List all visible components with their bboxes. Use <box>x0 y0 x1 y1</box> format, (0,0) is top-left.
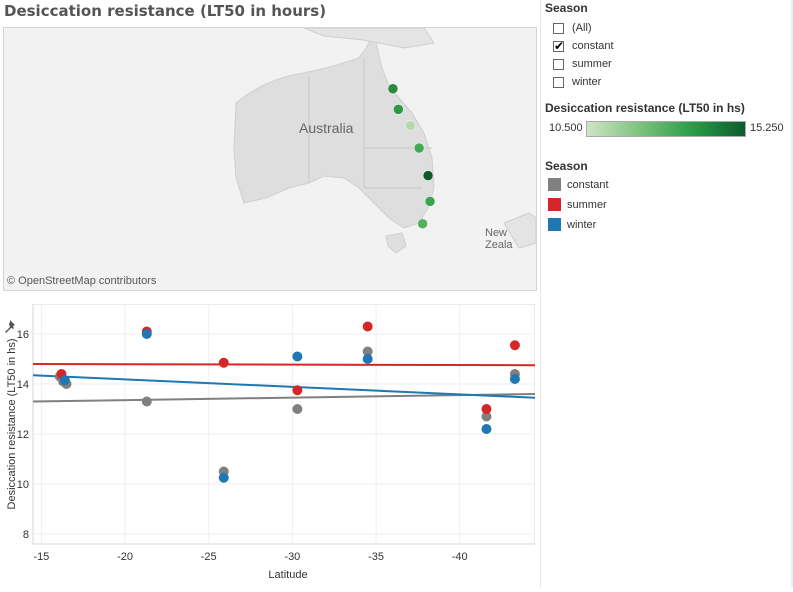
season-filter-title: Season <box>545 1 588 15</box>
side-panel: Season (All) ✔ constant summer winter Des… <box>540 0 793 587</box>
australia-landmass <box>233 31 435 229</box>
color-legend-max: 15.250 <box>750 122 784 134</box>
data-point-summer[interactable] <box>509 340 520 351</box>
map-point[interactable] <box>404 120 416 131</box>
x-axis-label: Latitude <box>268 569 307 581</box>
checkbox-winter[interactable] <box>553 76 564 88</box>
legend-swatch-summer <box>548 198 561 211</box>
x-tick-label: -40 <box>452 551 468 563</box>
new-guinea-landmass <box>303 28 435 49</box>
map-point[interactable] <box>422 170 434 181</box>
trend-line-summer[interactable] <box>32 363 536 367</box>
map-point[interactable] <box>387 83 399 94</box>
data-point-constant[interactable] <box>481 411 492 422</box>
map-point[interactable] <box>424 196 436 207</box>
checkbox-summer[interactable] <box>553 58 564 70</box>
y-tick-label: 12 <box>17 429 29 441</box>
map-point[interactable] <box>413 142 425 154</box>
checkbox-all[interactable] <box>553 22 564 34</box>
data-point-constant[interactable] <box>292 404 303 414</box>
dashboard-title: Desiccation resistance (LT50 in hours) <box>4 2 327 20</box>
scatter-plot[interactable]: -15 -20 -25 -30 -35 -40 8 10 12 14 16 Latitude De… <box>3 303 536 587</box>
x-tick-label: -20 <box>117 551 133 563</box>
color-legend-min: 10.500 <box>549 122 583 134</box>
pin-icon[interactable] <box>5 320 15 333</box>
y-tick-label: 14 <box>17 379 29 391</box>
data-point-summer[interactable] <box>481 404 492 414</box>
y-tick-label: 10 <box>17 479 29 491</box>
season-legend-title: Season <box>545 159 588 173</box>
scatter-view[interactable]: -15 -20 -25 -30 -35 -40 8 10 12 14 16 Latitude De… <box>3 303 536 587</box>
data-point-constant[interactable] <box>362 346 373 357</box>
data-point-winter[interactable] <box>362 354 373 364</box>
map-point[interactable] <box>417 218 428 230</box>
data-point-winter[interactable] <box>141 329 152 339</box>
data-point-summer[interactable] <box>218 357 229 368</box>
x-tick-label: -15 <box>33 551 49 563</box>
trend-line-constant[interactable] <box>32 393 536 403</box>
data-point-winter[interactable] <box>292 351 303 362</box>
tasmania-landmass <box>385 232 407 254</box>
x-tick-label: -35 <box>368 551 384 563</box>
data-point-summer[interactable] <box>292 385 303 396</box>
nz-label: New Zeala <box>485 227 513 251</box>
map-points[interactable] <box>387 83 436 230</box>
legend-item-summer[interactable]: summer <box>548 198 607 211</box>
map-view[interactable]: Australia New Zeala © OpenStreetMap cont… <box>3 27 537 291</box>
y-axis-label: Desiccation resistance (LT50 in hs) <box>6 339 18 510</box>
check-icon: ✔ <box>554 38 565 53</box>
color-legend-title: Desiccation resistance (LT50 in hs) <box>545 101 745 115</box>
data-point-winter[interactable] <box>481 424 492 434</box>
data-point-constant[interactable] <box>141 396 152 407</box>
color-gradient-bar <box>586 121 746 137</box>
y-tick-label: 16 <box>17 329 29 341</box>
legend-swatch-winter <box>548 218 561 231</box>
data-point-summer[interactable] <box>362 321 373 332</box>
trend-line-winter[interactable] <box>32 374 536 399</box>
data-point-winter[interactable] <box>59 375 70 386</box>
x-tick-label: -25 <box>201 551 217 563</box>
data-point-winter[interactable] <box>509 374 520 384</box>
filter-item-all[interactable]: (All) <box>553 21 592 35</box>
filter-item-constant[interactable]: ✔ constant <box>553 38 614 53</box>
new-zealand-landmass <box>503 212 536 249</box>
map-point[interactable] <box>393 104 404 115</box>
y-tick-label: 8 <box>23 529 29 541</box>
panel-edge <box>791 0 793 587</box>
filter-item-summer[interactable]: summer <box>553 57 612 71</box>
x-tick-label: -30 <box>284 551 300 563</box>
filter-item-winter[interactable]: winter <box>553 75 601 89</box>
map-attribution: © OpenStreetMap contributors <box>7 275 157 287</box>
data-point-winter[interactable] <box>218 472 229 483</box>
checkbox-constant[interactable]: ✔ <box>553 38 565 53</box>
legend-item-constant[interactable]: constant <box>548 178 609 191</box>
country-label: Australia <box>299 120 354 136</box>
legend-swatch-constant <box>548 178 561 191</box>
legend-item-winter[interactable]: winter <box>548 218 596 231</box>
map-canvas <box>233 28 536 254</box>
